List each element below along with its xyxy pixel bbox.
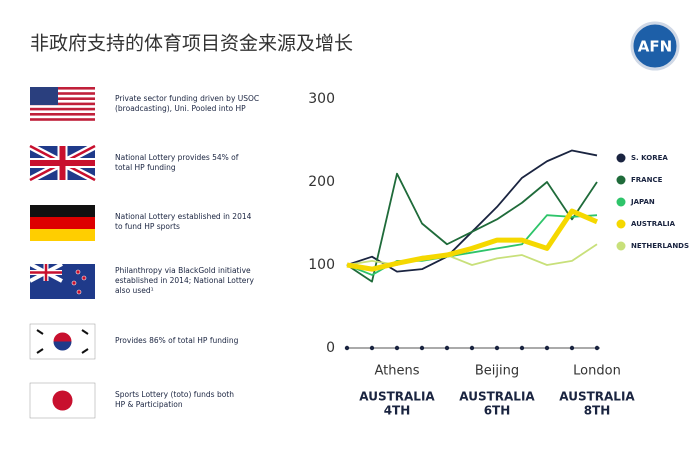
item-text: Philanthropy via BlackGold initiative (115, 266, 251, 275)
item-text: established in 2014; National Lottery (115, 276, 254, 285)
legend-label: FRANCE (631, 176, 663, 184)
legend-label: S. KOREA (631, 154, 668, 162)
y-tick-label: 300 (308, 91, 335, 107)
legend-marker (616, 197, 626, 207)
title: 非政府支持的体育项目资金来源及增长 (30, 33, 353, 55)
x-tick (494, 345, 500, 351)
legend-marker (616, 219, 626, 229)
x-tick-label: Beijing (475, 364, 519, 379)
item-text: to fund HP sports (115, 222, 180, 231)
series-line (346, 208, 598, 272)
annotation: 4TH (384, 404, 411, 418)
legend-label: AUSTRALIA (631, 220, 676, 228)
item-text: HP & Participation (115, 400, 183, 409)
x-tick (394, 345, 400, 351)
x-tick-label: Athens (374, 364, 419, 379)
x-tick (519, 345, 525, 351)
item-text: National Lottery established in 2014 (115, 212, 252, 221)
flag-jp (29, 382, 96, 419)
x-tick (369, 345, 375, 351)
y-tick-label: 200 (308, 174, 335, 190)
flag-nz (29, 262, 95, 299)
x-tick (469, 345, 475, 351)
item-text: also used¹ (115, 286, 154, 295)
y-tick-label: 0 (326, 340, 335, 356)
annotation: AUSTRALIA (459, 390, 535, 404)
annotation: 6TH (484, 404, 511, 418)
x-tick (444, 345, 450, 351)
item-text: Sports Lottery (toto) funds both (115, 390, 234, 399)
legend-label: NETHERLANDS (631, 242, 689, 250)
annotation: AUSTRALIA (559, 390, 635, 404)
legend-label: JAPAN (630, 198, 655, 206)
x-tick (569, 345, 575, 351)
logo: AFN (638, 38, 672, 56)
logo-circle (630, 21, 680, 71)
item-text: Provides 86% of total HP funding (115, 336, 239, 345)
y-tick-label: 100 (308, 257, 335, 273)
x-tick (594, 345, 600, 351)
x-tick-label: London (573, 364, 621, 379)
x-tick (544, 345, 550, 351)
series-line (346, 172, 598, 283)
legend-marker (616, 241, 626, 251)
flag-de (30, 205, 95, 241)
x-tick (344, 345, 350, 351)
flag-us (30, 87, 95, 121)
legend-marker (616, 175, 626, 185)
item-text: (broadcasting), Uni. Pooled into HP (115, 104, 246, 113)
item-text: total HP funding (115, 163, 176, 172)
item-text: Private sector funding driven by USOC (115, 94, 259, 103)
legend-marker (616, 153, 626, 163)
annotation: 8TH (584, 404, 611, 418)
flag-kr (29, 323, 96, 360)
flag-uk (28, 142, 97, 184)
annotation: AUSTRALIA (359, 390, 435, 404)
x-tick (419, 345, 425, 351)
item-text: National Lottery provides 54% of (115, 153, 239, 162)
